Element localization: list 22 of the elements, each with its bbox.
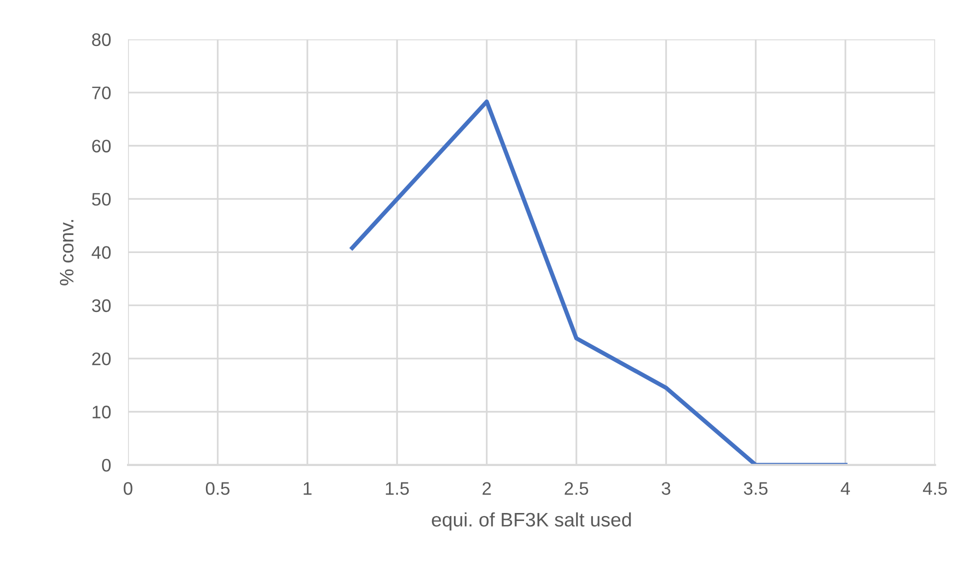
line-series [350, 100, 848, 465]
y-tick-label: 80 [92, 33, 111, 46]
x-tick-label: 1 [304, 482, 312, 495]
y-tick-label: 20 [92, 352, 111, 366]
x-tick-label: 1.5 [386, 482, 409, 495]
x-tick-label: 3.5 [744, 482, 768, 495]
x-tick-label: 0.5 [206, 482, 230, 495]
x-tick-label: 2 [482, 482, 491, 495]
x-tick-label: 2.5 [564, 482, 588, 495]
x-tick-label: 4.5 [922, 482, 947, 495]
y-tick-label: 50 [92, 192, 111, 206]
x-tick-label: 0 [124, 482, 132, 495]
y-tick-label: 0 [102, 458, 111, 472]
y-axis-title: % conv. [60, 220, 74, 286]
x-tick-label: 3 [662, 482, 670, 495]
x-axis-title: equi. of BF3K salt used [432, 512, 631, 530]
y-tick-label: 30 [92, 299, 111, 312]
y-tick-label: 10 [92, 406, 111, 418]
y-tick-label: 60 [92, 140, 111, 152]
y-tick-label: 70 [92, 86, 111, 100]
x-tick-label: 4 [840, 482, 850, 495]
y-tick-label: 40 [92, 246, 111, 259]
